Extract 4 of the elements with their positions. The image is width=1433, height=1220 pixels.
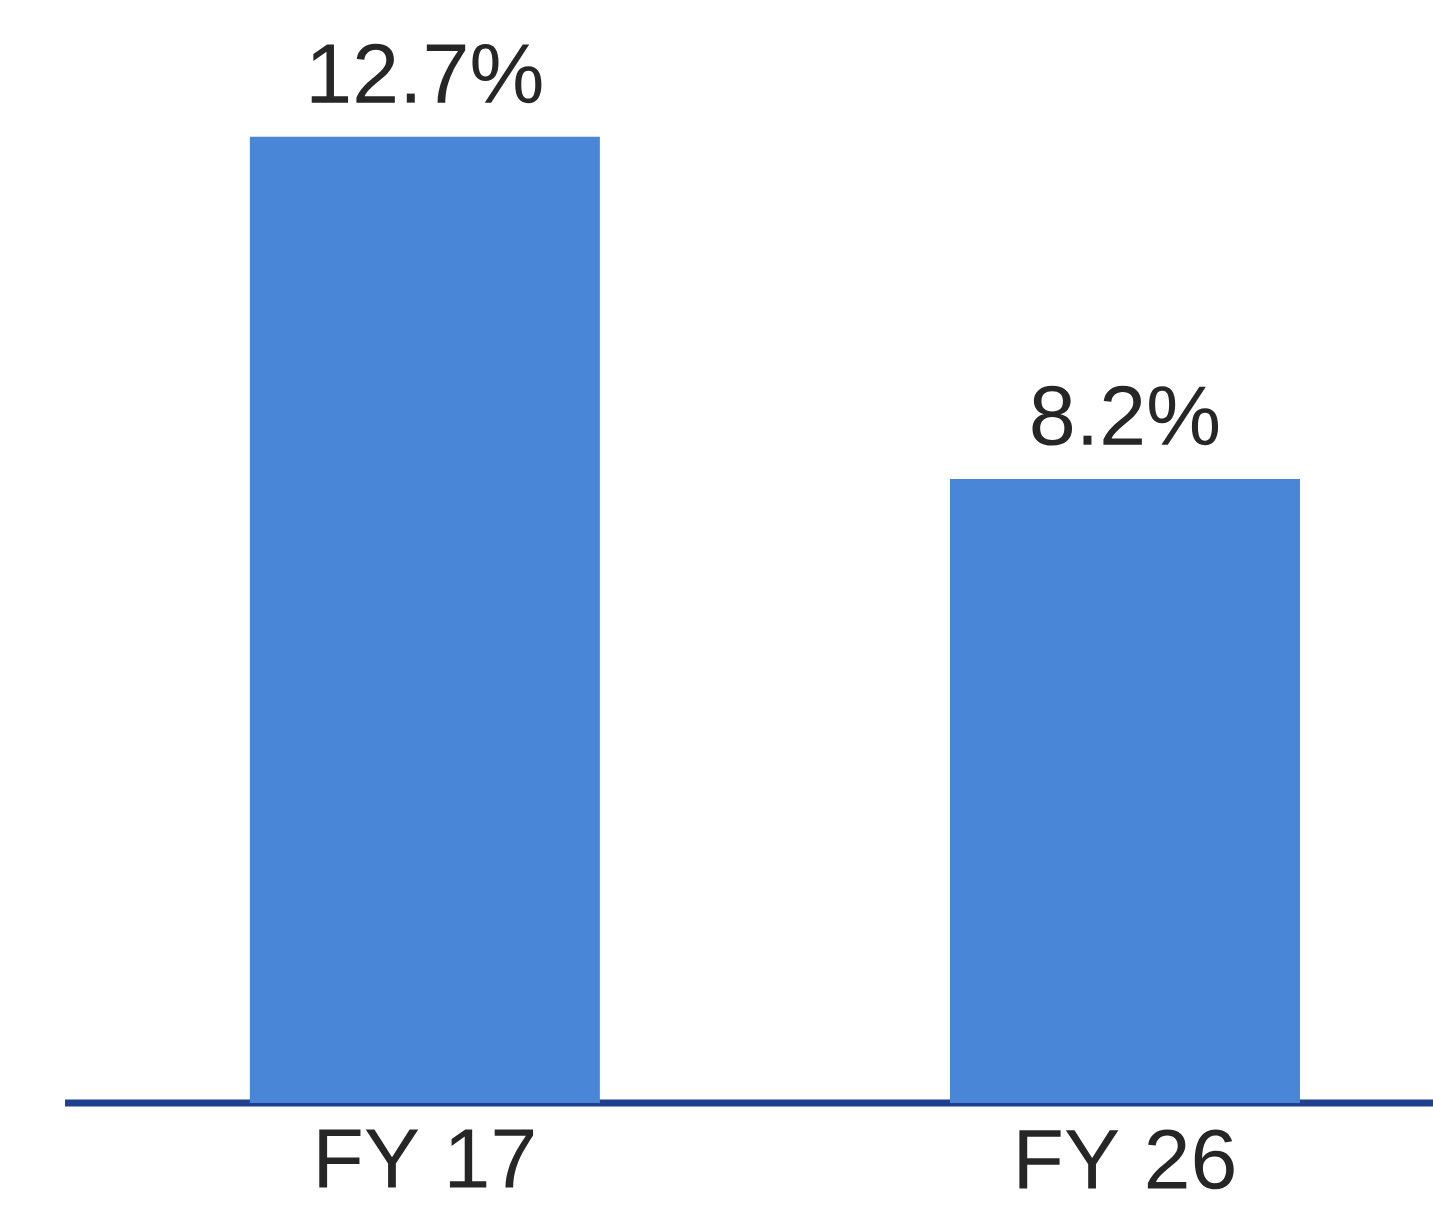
data-label: 8.2%	[1032, 385, 1219, 446]
data-label: 12.7%	[311, 43, 542, 104]
x-tick-label: FY 17	[319, 1129, 534, 1188]
x-tick-label: FY 26	[1019, 1129, 1234, 1190]
